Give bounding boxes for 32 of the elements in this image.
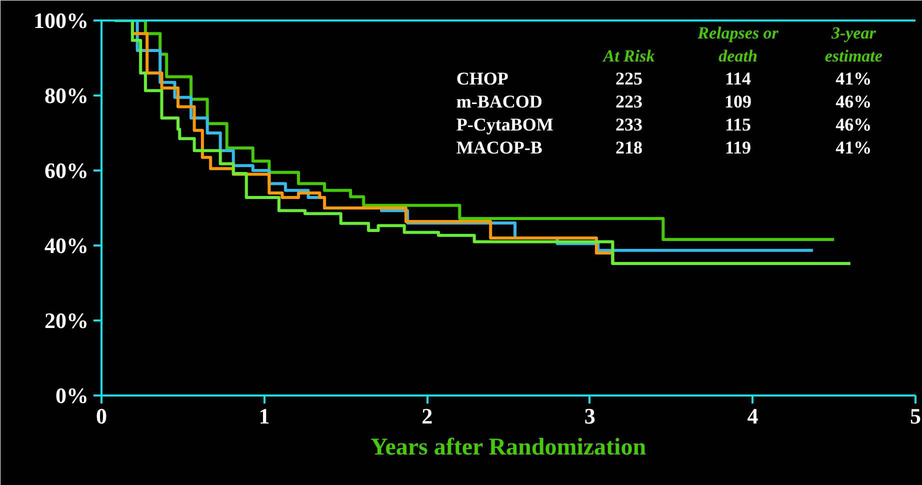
x-tick-label: 2	[422, 404, 433, 428]
y-tick-label: 40%	[44, 233, 88, 258]
annotation: At Risk	[602, 46, 656, 66]
annotation: 218	[615, 137, 642, 158]
y-tick-label: 60%	[44, 158, 88, 183]
x-tick-label: 0	[96, 404, 107, 428]
x-axis-title: Years after Randomization	[370, 434, 646, 460]
annotation: Relapses or death	[696, 24, 779, 66]
annotation: CHOP	[456, 68, 508, 89]
annotation: 115	[725, 114, 752, 134]
annotation: 41%	[836, 137, 872, 158]
annotation: 41%	[836, 68, 872, 89]
annotation: 114	[725, 68, 752, 89]
annotation: 46%	[836, 92, 872, 112]
annotation: 119	[725, 137, 752, 158]
y-tick-label: 0%	[56, 383, 88, 408]
annotation: 109	[724, 92, 752, 112]
x-tick-label: 3	[584, 404, 596, 428]
y-tick-label: 100%	[34, 8, 88, 33]
x-tick-label: 4	[747, 404, 758, 428]
y-tick-label: 80%	[44, 83, 88, 108]
annotation: 233	[615, 114, 642, 134]
annotation: 225	[615, 68, 642, 89]
annotation: 3-year estimate	[824, 24, 883, 66]
y-tick-label: 20%	[44, 308, 88, 333]
x-tick-label: 1	[258, 404, 270, 428]
x-tick-label: 5	[910, 404, 921, 428]
annotation: 223	[615, 92, 642, 112]
annotation: MACOP-B	[456, 137, 542, 158]
annotation: 46%	[836, 114, 872, 134]
annotation: P-CytaBOM	[456, 114, 554, 134]
annotation: m-BACOD	[456, 92, 542, 112]
